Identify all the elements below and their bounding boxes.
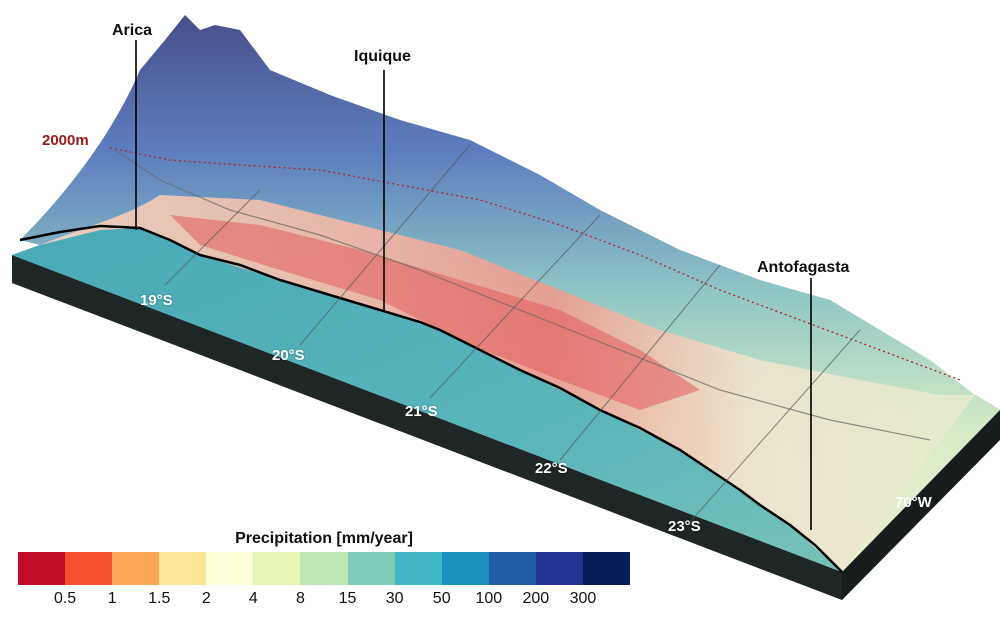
block-side-front [12,255,842,600]
legend-swatch [394,552,442,585]
latitude-line-22 [559,264,721,461]
legend-title: Precipitation [mm/year] [235,530,413,547]
legend-color-bar [18,552,631,585]
legend-ticks: 0.5 1 1.5 2 4 8 15 30 50 100 200 300 [18,590,630,612]
legend-tick-label: 8 [296,590,305,607]
legend-swatch [159,552,207,585]
city-label-iquique: Iquique [354,48,411,65]
legend-swatch [347,552,395,585]
arid-zone [40,195,975,572]
precipitation-legend: Precipitation [mm/year] 0.5 1 1.5 2 4 8 15 30 50… [18,530,631,614]
latitude-label-19: 19°S [140,292,173,309]
legend-swatch [488,552,536,585]
legend-tick-label: 15 [338,590,357,607]
legend-tick-label: 50 [432,590,451,607]
legend-tick-label: 2 [201,590,211,607]
legend-tick-label: 1 [107,590,117,607]
coastline [19,224,843,573]
legend-tick-label: 200 [522,590,550,607]
latitude-label-23: 23°S [668,518,701,535]
legend-swatch [300,552,348,585]
legend-tick-label: 100 [475,590,503,607]
contour-label: 2000m [42,132,89,149]
hyperarid-core [170,215,700,410]
latitude-line-21 [429,214,601,399]
legend-swatch [18,552,66,585]
road [114,149,931,441]
legend-swatch [441,552,489,585]
latitude-line-20 [299,144,471,346]
latitude-line-23 [689,329,861,523]
latitude-label-21: 21°S [405,403,438,420]
legend-swatch [206,552,254,585]
legend-tick-label: 300 [569,590,597,607]
city-label-antofagasta: Antofagasta [757,259,850,276]
legend-swatch [112,552,160,585]
legend-swatch [535,552,583,585]
longitude-label: 70°W [895,494,932,511]
legend-swatch [582,552,631,585]
ocean-edge [12,228,842,572]
latitude-label-22: 22°S [535,460,568,477]
contour-2000m [109,147,961,381]
legend-tick-label: 1.5 [148,590,171,607]
legend-tick-label: 30 [385,590,404,607]
legend-tick-label: 4 [248,590,258,607]
latitude-label-20: 20°S [272,347,305,364]
city-label-arica: Arica [112,22,153,39]
legend-swatch [65,552,113,585]
legend-tick-label: 0.5 [53,590,77,607]
latitude-line-19 [164,189,261,286]
legend-swatch [253,552,301,585]
